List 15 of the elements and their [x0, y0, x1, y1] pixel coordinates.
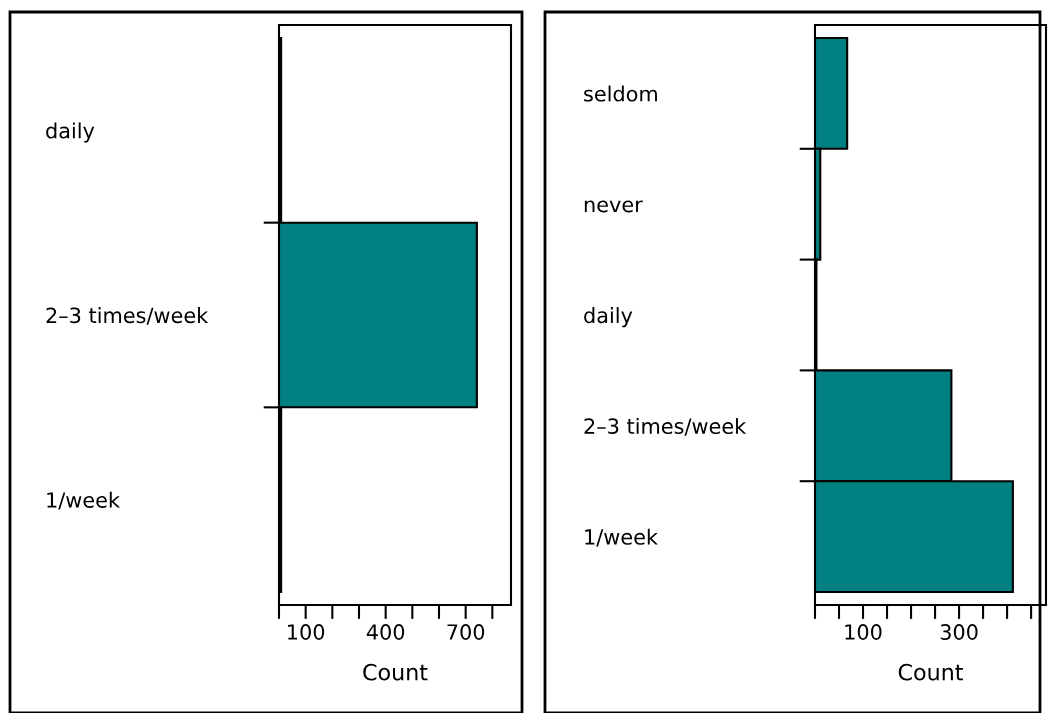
y-tick-label: seldom [584, 85, 657, 102]
x-tick-label: 100 [288, 624, 325, 640]
x-tick-label: 400 [366, 624, 405, 640]
x-tick-label: 300 [940, 624, 978, 640]
y-tick-label: 1/week [585, 528, 658, 547]
x-tick-label: 100 [845, 624, 882, 640]
y-tick-label: never [584, 200, 643, 213]
y-tick-label: daily [584, 307, 633, 328]
x-tick-label: 700 [447, 624, 485, 640]
y-tick-label: 1/week [47, 491, 120, 510]
y-tick-label: 2–3 times/week [46, 307, 209, 325]
y-tick-label: daily [46, 122, 95, 143]
x-axis-title: Count [363, 663, 428, 681]
x-axis-title: Count [898, 663, 963, 681]
y-tick-label: 2–3 times/week [584, 417, 747, 436]
